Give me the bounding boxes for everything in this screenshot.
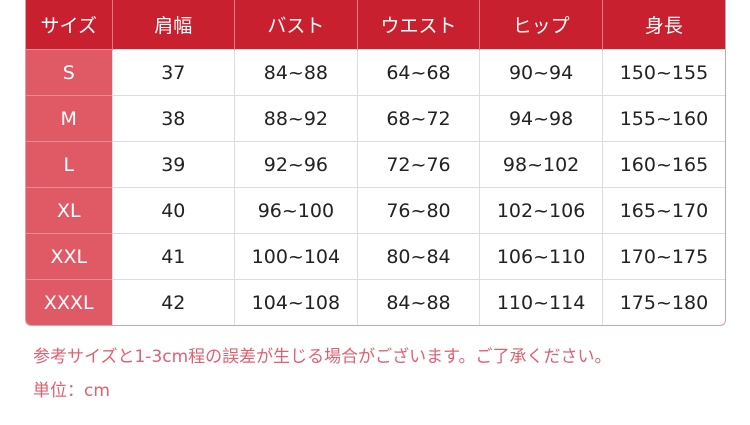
table-cell: 38 <box>111 95 235 142</box>
table-cell: 106~110 <box>479 233 603 280</box>
size-label: S <box>26 49 112 96</box>
column-header: ヒップ <box>479 0 603 50</box>
column-header: サイズ <box>26 0 112 50</box>
table-cell: 64~68 <box>356 49 480 96</box>
table-cell: 39 <box>111 141 235 188</box>
table-cell: 42 <box>111 279 235 325</box>
table-cell: 37 <box>111 49 235 96</box>
table-cell: 155~160 <box>601 95 725 142</box>
table-cell: 100~104 <box>234 233 358 280</box>
table-cell: 40 <box>111 187 235 234</box>
table-cell: 165~170 <box>601 187 725 234</box>
table-cell: 98~102 <box>479 141 603 188</box>
table-cell: 110~114 <box>479 279 603 325</box>
table-cell: 84~88 <box>356 279 480 325</box>
column-header: バスト <box>234 0 358 50</box>
table-cell: 80~84 <box>356 233 480 280</box>
table-cell: 90~94 <box>479 49 603 96</box>
column-header: 肩幅 <box>111 0 235 50</box>
table-row: XXL 41 100~104 80~84 106~110 170~175 <box>26 233 725 280</box>
table-cell: 102~106 <box>479 187 603 234</box>
unit-text: 単位：cm <box>33 381 110 401</box>
table-row: XXXL 42 104~108 84~88 110~114 175~180 <box>26 279 725 325</box>
size-label: XXXL <box>26 279 112 325</box>
column-header: ウエスト <box>356 0 480 50</box>
table-cell: 84~88 <box>234 49 358 96</box>
table-cell: 68~72 <box>356 95 480 142</box>
table-row: XL 40 96~100 76~80 102~106 165~170 <box>26 187 725 234</box>
table-cell: 76~80 <box>356 187 480 234</box>
table-cell: 72~76 <box>356 141 480 188</box>
table-cell: 160~165 <box>601 141 725 188</box>
size-chart-table: サイズ 肩幅 バスト ウエスト ヒップ 身長 S 37 84~88 64~68 90~94 150~… <box>25 0 726 326</box>
header-row: サイズ 肩幅 バスト ウエスト ヒップ 身長 <box>26 0 725 50</box>
size-label: L <box>26 141 112 188</box>
table-cell: 92~96 <box>234 141 358 188</box>
table-row: M 38 88~92 68~72 94~98 155~160 <box>26 95 725 142</box>
disclaimer-text: 参考サイズと1-3cm程の誤差が生じる場合がございます。ご了承ください。 <box>33 347 612 367</box>
table-row: L 39 92~96 72~76 98~102 160~165 <box>26 141 725 188</box>
column-header: 身長 <box>601 0 725 50</box>
table-cell: 104~108 <box>234 279 358 325</box>
table-cell: 41 <box>111 233 235 280</box>
table-cell: 170~175 <box>601 233 725 280</box>
size-label: XXL <box>26 233 112 280</box>
table-cell: 96~100 <box>234 187 358 234</box>
table-cell: 88~92 <box>234 95 358 142</box>
size-label: M <box>26 95 112 142</box>
notes: 参考サイズと1-3cm程の誤差が生じる場合がございます。ご了承ください。 単位：… <box>33 340 611 408</box>
table-row: S 37 84~88 64~68 90~94 150~155 <box>26 49 725 96</box>
table-cell: 150~155 <box>601 49 725 96</box>
table-cell: 94~98 <box>479 95 603 142</box>
table-cell: 175~180 <box>601 279 725 325</box>
size-label: XL <box>26 187 112 234</box>
